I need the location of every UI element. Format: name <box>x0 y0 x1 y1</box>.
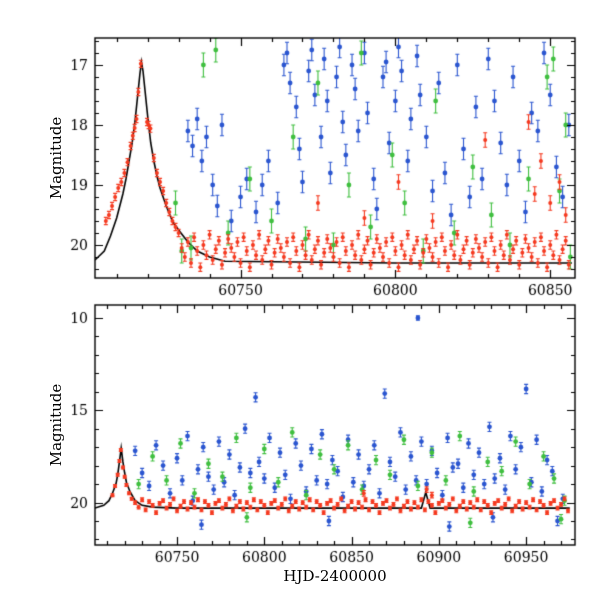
top-panel-y-axis-title: Magnitude <box>47 116 65 200</box>
bottom-panel-y-axis-title: Magnitude <box>47 383 65 467</box>
x-axis-title: HJD-2400000 <box>283 567 387 585</box>
